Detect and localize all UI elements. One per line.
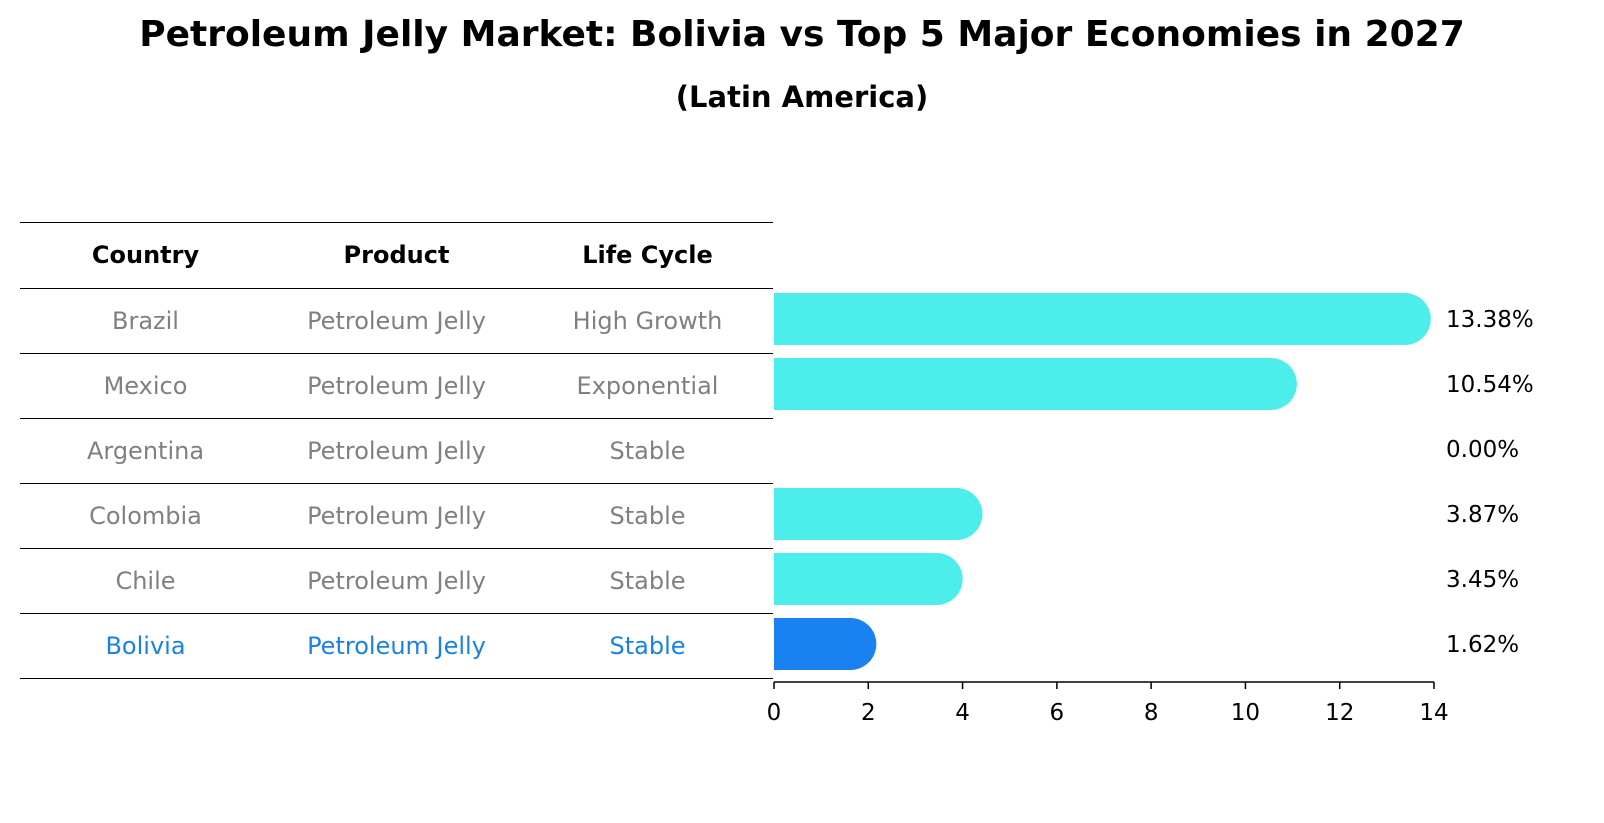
table-row: Chile Petroleum Jelly Stable (20, 548, 773, 614)
table-row: Brazil Petroleum Jelly High Growth (20, 288, 773, 354)
header-life-cycle: Life Cycle (582, 241, 713, 269)
table-row: Mexico Petroleum Jelly Exponential (20, 353, 773, 419)
value-label-brazil: 13.38% (1446, 307, 1534, 333)
cell-life-cycle: Stable (609, 437, 686, 465)
bar-brazil (774, 293, 1431, 345)
value-label-bolivia: 1.62% (1446, 632, 1519, 658)
table-rule (20, 548, 773, 549)
cell-product: Petroleum Jelly (307, 502, 486, 530)
bar-bolivia (774, 618, 877, 670)
bar-mexico (774, 358, 1297, 410)
cell-country: Brazil (112, 307, 179, 335)
cell-country: Mexico (103, 372, 188, 400)
cell-life-cycle: Exponential (576, 372, 719, 400)
table-header-row: Country Product Life Cycle (20, 222, 773, 288)
x-tick-label: 14 (1419, 700, 1448, 726)
table-rule (20, 353, 773, 354)
value-label-mexico: 10.54% (1446, 372, 1534, 398)
bar-colombia (774, 488, 983, 540)
x-tick-label: 4 (955, 700, 970, 726)
table-row-highlight: Bolivia Petroleum Jelly Stable (20, 613, 773, 679)
x-tick-label: 10 (1231, 700, 1260, 726)
cell-life-cycle: Stable (609, 632, 686, 660)
cell-product: Petroleum Jelly (307, 437, 486, 465)
table-rule (20, 418, 773, 419)
header-product: Product (343, 241, 450, 269)
bar-chile (774, 553, 963, 605)
cell-country: Chile (115, 567, 176, 595)
cell-product: Petroleum Jelly (307, 632, 486, 660)
x-tick-label: 12 (1325, 700, 1354, 726)
chart-subtitle: (Latin America) (675, 80, 929, 114)
chart-title: Petroleum Jelly Market: Bolivia vs Top 5… (139, 14, 1465, 55)
table-row: Argentina Petroleum Jelly Stable (20, 418, 773, 484)
cell-product: Petroleum Jelly (307, 307, 486, 335)
cell-life-cycle: Stable (609, 502, 686, 530)
value-label-colombia: 3.87% (1446, 502, 1519, 528)
table-row: Colombia Petroleum Jelly Stable (20, 483, 773, 549)
cell-country: Colombia (89, 502, 202, 530)
x-tick-label: 0 (767, 700, 782, 726)
cell-product: Petroleum Jelly (307, 372, 486, 400)
table-rule (20, 613, 773, 614)
value-label-argentina: 0.00% (1446, 437, 1519, 463)
x-tick-label: 2 (861, 700, 876, 726)
value-label-chile: 3.45% (1446, 567, 1519, 593)
cell-country: Bolivia (105, 632, 186, 660)
x-tick-label: 6 (1050, 700, 1065, 726)
x-tick-label: 8 (1144, 700, 1159, 726)
cell-country: Argentina (86, 437, 205, 465)
table-rule (20, 288, 773, 289)
table-bottom-rule (20, 678, 773, 679)
table-top-rule (20, 222, 773, 223)
table-rule (20, 483, 773, 484)
cell-life-cycle: High Growth (572, 307, 723, 335)
cell-life-cycle: Stable (609, 567, 686, 595)
header-country: Country (91, 241, 200, 269)
cell-product: Petroleum Jelly (307, 567, 486, 595)
